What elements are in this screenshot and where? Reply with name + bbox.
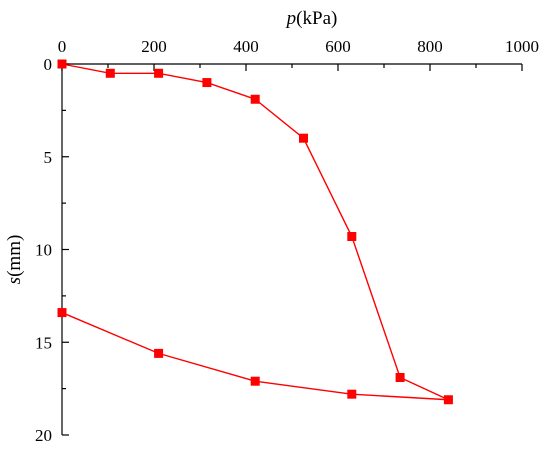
x-axis-variable: p (285, 8, 297, 29)
data-point (154, 68, 164, 78)
axes (61, 63, 522, 435)
x-tick-label: 0 (58, 37, 67, 56)
y-tick-label: 10 (35, 241, 52, 260)
y-axis-unit: (mm) (4, 235, 25, 277)
data-point (57, 59, 67, 69)
data-point (105, 68, 115, 78)
y-tick-label: 15 (35, 333, 52, 352)
x-axis-ticks: 0 200 400 600 800 1000 (58, 37, 539, 71)
data-point (347, 389, 357, 399)
y-tick-label: 20 (35, 426, 52, 445)
data-point (250, 94, 260, 104)
x-axis-label: p(kPa) (285, 8, 338, 29)
y-axis-ticks: 0 5 10 15 20 (35, 55, 69, 445)
y-tick-label: 5 (44, 148, 53, 167)
axis-labels: p(kPa) s(mm) (4, 8, 337, 284)
data-point (443, 395, 453, 405)
series-group (57, 59, 453, 405)
data-point (299, 133, 308, 143)
data-point (395, 372, 405, 382)
x-tick-label: 1000 (505, 37, 539, 56)
x-tick-label: 800 (417, 37, 443, 56)
data-point (202, 78, 212, 88)
x-tick-label: 200 (141, 37, 167, 56)
data-point (347, 232, 357, 242)
series-line (61, 63, 449, 401)
x-axis-unit: (kPa) (296, 8, 337, 29)
data-point (154, 348, 164, 358)
x-tick-label: 600 (325, 37, 351, 56)
y-tick-label: 0 (44, 55, 53, 74)
x-tick-label: 400 (233, 37, 259, 56)
y-axis-variable: s (4, 277, 25, 284)
data-point (57, 308, 67, 318)
data-point (250, 376, 260, 386)
y-axis-label: s(mm) (4, 235, 25, 285)
